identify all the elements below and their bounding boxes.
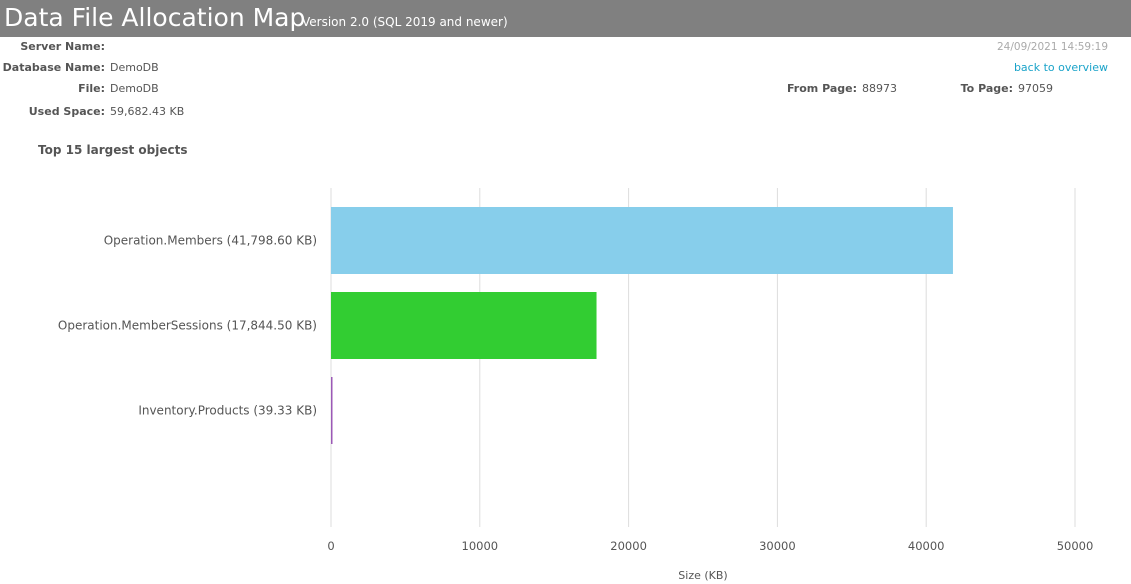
from-page-label: From Page:: [786, 82, 857, 95]
x-tick-label: 0: [327, 539, 334, 553]
report-timestamp: 24/09/2021 14:59:19: [996, 41, 1108, 53]
app-title: Data File Allocation Map: [4, 3, 306, 32]
x-axis-label: Size (KB): [678, 569, 727, 582]
server-name-label: Server Name:: [20, 40, 105, 53]
x-tick-label: 30000: [759, 539, 796, 553]
from-page-value: 88973: [862, 82, 897, 95]
bar-2: [331, 377, 333, 444]
file-value: DemoDB: [110, 82, 159, 95]
bar-1: [331, 292, 597, 359]
used-space-value: 59,682.43 KB: [110, 105, 185, 118]
file-label: File:: [78, 82, 105, 95]
to-page-value: 97059: [1018, 82, 1053, 95]
used-space-label: Used Space:: [28, 105, 105, 118]
x-tick-label: 40000: [908, 539, 945, 553]
bar-0: [331, 207, 953, 274]
back-to-overview-link[interactable]: back to overview: [1013, 61, 1108, 74]
x-tick-label: 50000: [1057, 539, 1094, 553]
database-name-value: DemoDB: [110, 61, 159, 74]
to-page-label: To Page:: [960, 82, 1013, 95]
category-label: Inventory.Products (39.33 KB): [138, 404, 317, 418]
category-label: Operation.MemberSessions (17,844.50 KB): [58, 319, 317, 333]
x-tick-label: 20000: [610, 539, 647, 553]
x-tick-label: 10000: [462, 539, 499, 553]
version-label: Version 2.0 (SQL 2019 and newer): [302, 15, 508, 29]
category-label: Operation.Members (41,798.60 KB): [104, 234, 317, 248]
title-bar: Data File Allocation Map Version 2.0 (SQ…: [0, 0, 1131, 37]
section-heading: Top 15 largest objects: [38, 143, 188, 157]
database-name-label: Database Name:: [2, 61, 105, 74]
